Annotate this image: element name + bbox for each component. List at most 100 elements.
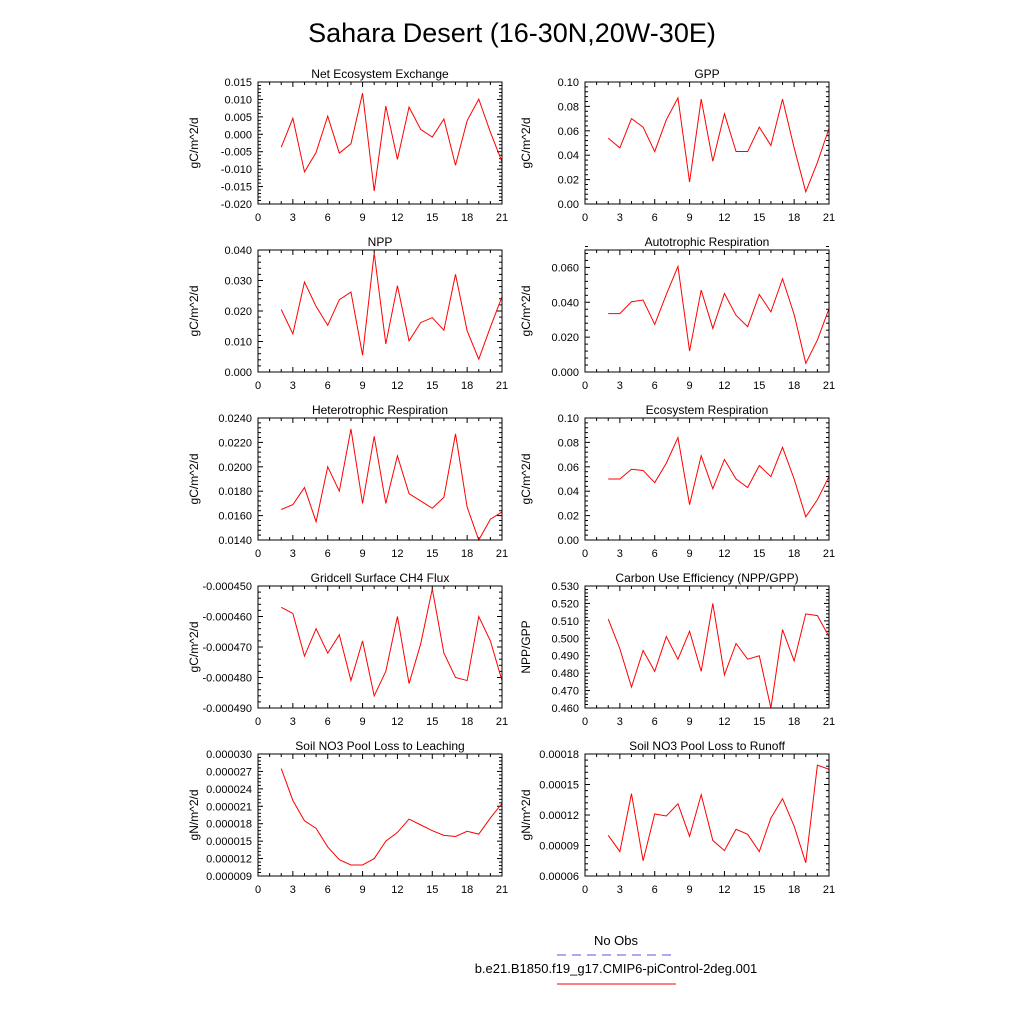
panel-title: Net Ecosystem Exchange xyxy=(311,67,449,81)
plot-frame xyxy=(257,753,503,877)
x-tick-label: 0 xyxy=(255,548,261,560)
y-axis-label: gC/m^2/d xyxy=(187,622,201,673)
x-tick-label: 6 xyxy=(325,380,331,392)
series-line xyxy=(607,764,830,863)
panel-heterotrophic-respiration: Heterotrophic Respiration gC/m^2/d 0 3 6 9 12 1… xyxy=(187,403,508,560)
y-tick-label: -0.020 xyxy=(221,199,252,211)
plot-frame xyxy=(584,585,830,709)
plot-frame xyxy=(584,417,830,541)
y-tick-label: 0.04 xyxy=(558,486,579,498)
panel-title: Heterotrophic Respiration xyxy=(312,403,448,417)
y-tick-label: 0.0220 xyxy=(218,437,252,449)
x-tick-label: 12 xyxy=(391,212,403,224)
x-tick-label: 6 xyxy=(652,548,658,560)
y-axis-label: gC/m^2/d xyxy=(187,118,201,169)
x-tick-label: 0 xyxy=(582,548,588,560)
x-tick-label: 9 xyxy=(360,884,366,896)
y-tick-label: 0.0160 xyxy=(218,511,252,523)
y-tick-label: 0.040 xyxy=(551,297,579,309)
x-tick-label: 12 xyxy=(718,212,730,224)
x-tick-label: 12 xyxy=(718,548,730,560)
y-tick-label: 0.500 xyxy=(551,633,579,645)
y-tick-label: 0.000015 xyxy=(206,836,252,848)
panel-gridcell-surface-ch4-flux: Gridcell Surface CH4 Flux gC/m^2/d 0 3 6 9 12 1… xyxy=(187,571,508,728)
y-tick-label: 0.030 xyxy=(224,276,252,288)
y-tick-label: 0.020 xyxy=(224,306,252,318)
panel-gpp: GPP gC/m^2/d 0 3 6 9 12 15 18 21 0.00 0.02 0.04 0.06 0… xyxy=(519,67,835,224)
x-tick-label: 12 xyxy=(391,380,403,392)
x-tick-label: 12 xyxy=(718,716,730,728)
x-tick-label: 21 xyxy=(496,884,508,896)
x-tick-label: 21 xyxy=(823,212,835,224)
x-tick-label: 12 xyxy=(718,884,730,896)
x-tick-label: 3 xyxy=(290,548,296,560)
x-tick-label: 6 xyxy=(325,884,331,896)
y-tick-label: 0.04 xyxy=(558,150,579,162)
y-tick-label: 0.530 xyxy=(551,581,579,593)
x-tick-label: 9 xyxy=(687,380,693,392)
plot-frame xyxy=(584,249,830,373)
x-tick-label: 15 xyxy=(753,380,765,392)
x-tick-label: 9 xyxy=(360,380,366,392)
x-tick-label: 12 xyxy=(391,716,403,728)
x-tick-label: 21 xyxy=(823,380,835,392)
x-tick-label: 0 xyxy=(582,380,588,392)
x-tick-label: 3 xyxy=(290,884,296,896)
y-tick-label: 0.000027 xyxy=(206,766,252,778)
x-tick-label: 18 xyxy=(461,212,473,224)
x-tick-label: 15 xyxy=(426,380,438,392)
x-tick-label: 21 xyxy=(496,380,508,392)
y-tick-label: 0.00 xyxy=(558,199,579,211)
x-tick-label: 18 xyxy=(788,884,800,896)
x-tick-label: 0 xyxy=(582,212,588,224)
y-tick-label: 0.470 xyxy=(551,686,579,698)
y-tick-label: 0.010 xyxy=(224,94,252,106)
y-tick-label: 0.000009 xyxy=(206,871,252,883)
y-tick-label: 0.0200 xyxy=(218,462,252,474)
y-tick-label: 0.06 xyxy=(558,462,579,474)
y-tick-label: 0.0240 xyxy=(218,413,252,425)
y-tick-label: 0.08 xyxy=(558,101,579,113)
x-tick-label: 18 xyxy=(461,716,473,728)
y-tick-label: 0.000018 xyxy=(206,819,252,831)
y-tick-label: -0.000480 xyxy=(202,673,252,685)
x-tick-label: 15 xyxy=(753,212,765,224)
panel-title: Soil NO3 Pool Loss to Leaching xyxy=(295,739,464,753)
x-tick-label: 0 xyxy=(582,884,588,896)
x-tick-label: 3 xyxy=(617,380,623,392)
y-tick-label: 0.510 xyxy=(551,616,579,628)
plot-frame xyxy=(257,417,503,541)
y-tick-label: 0.000 xyxy=(224,129,252,141)
x-tick-label: 6 xyxy=(652,884,658,896)
panel-title: Carbon Use Efficiency (NPP/GPP) xyxy=(615,571,798,585)
panel-net-ecosystem-exchange: Net Ecosystem Exchange gC/m^2/d 0 3 6 9 12 15 18… xyxy=(187,67,508,224)
x-tick-label: 9 xyxy=(360,548,366,560)
x-tick-label: 6 xyxy=(325,716,331,728)
x-tick-label: 12 xyxy=(718,380,730,392)
series-line xyxy=(281,428,503,542)
y-tick-label: 0.020 xyxy=(551,332,579,344)
y-axis-label: NPP/GPP xyxy=(519,620,533,673)
x-tick-label: 9 xyxy=(687,212,693,224)
x-tick-label: 18 xyxy=(461,884,473,896)
x-tick-label: 9 xyxy=(360,212,366,224)
panel-soil-no3-pool-loss-to-leaching: Soil NO3 Pool Loss to Leaching gN/m^2/d 0 3… xyxy=(187,739,508,896)
x-tick-label: 0 xyxy=(255,884,261,896)
y-tick-label: 0.490 xyxy=(551,651,579,663)
x-tick-label: 6 xyxy=(325,212,331,224)
panel-title: GPP xyxy=(694,67,719,81)
legend: No Obs b.e21.B1850.f19_g17.CMIP6-piContr… xyxy=(475,933,757,985)
x-tick-label: 12 xyxy=(391,548,403,560)
y-tick-label: 0.0140 xyxy=(218,535,252,547)
series-line xyxy=(280,93,503,192)
x-tick-label: 21 xyxy=(823,716,835,728)
x-tick-label: 21 xyxy=(823,548,835,560)
x-tick-label: 18 xyxy=(461,548,473,560)
y-tick-label: 0.08 xyxy=(558,437,579,449)
y-tick-label: 0.000021 xyxy=(206,801,252,813)
y-axis-label: gC/m^2/d xyxy=(519,286,533,337)
x-tick-label: 15 xyxy=(753,716,765,728)
y-tick-label: 0.00012 xyxy=(539,810,579,822)
plot-frame xyxy=(584,81,830,205)
